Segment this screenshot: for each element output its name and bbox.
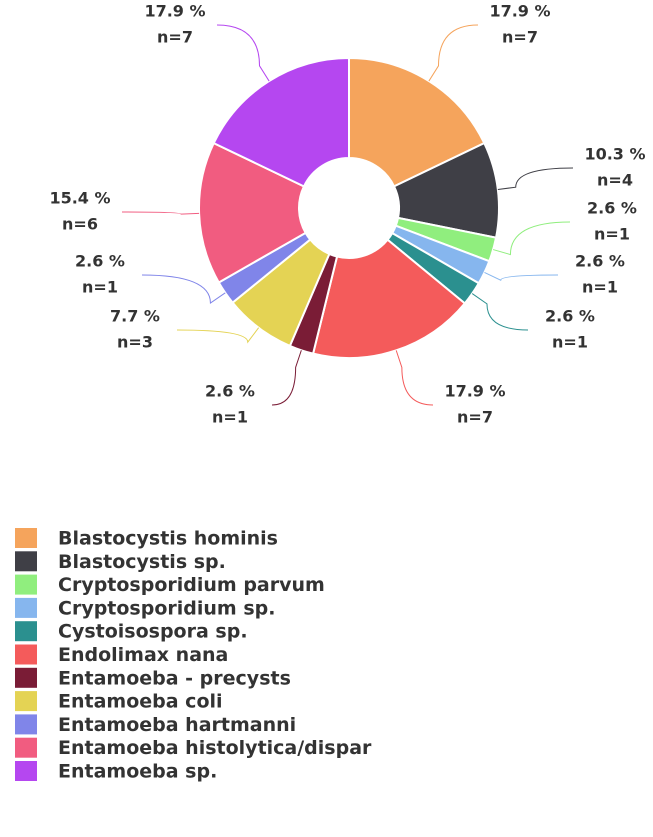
legend-label: Cryptosporidium sp. <box>58 597 275 619</box>
connector <box>471 293 529 331</box>
legend-swatch <box>15 574 37 595</box>
connector <box>176 327 260 344</box>
legend-swatch <box>15 667 37 688</box>
data-label: 2.6 % <box>75 252 125 271</box>
count-label: n=7 <box>457 408 493 427</box>
legend-swatch <box>15 761 37 781</box>
count-label: n=1 <box>594 225 630 244</box>
legend-swatch <box>15 714 37 735</box>
legend-swatch <box>15 597 37 618</box>
slice <box>212 56 350 188</box>
count-label: n=4 <box>597 171 633 190</box>
connector <box>395 350 434 406</box>
legend-swatch <box>15 644 37 665</box>
data-label: 2.6 % <box>575 252 625 271</box>
count-label: n=1 <box>552 333 588 352</box>
legend-swatch <box>15 691 37 712</box>
data-label: 15.4 % <box>49 189 110 208</box>
legend-label: Entamoeba histolytica/dispar <box>58 737 372 759</box>
legend-label: Blastocystis hominis <box>58 528 278 550</box>
connector <box>271 350 302 406</box>
connector <box>216 24 270 82</box>
count-label: n=6 <box>62 215 98 234</box>
connector <box>497 167 574 190</box>
legend-swatch <box>15 528 37 548</box>
count-label: n=7 <box>157 28 193 47</box>
count-label: n=3 <box>117 333 153 352</box>
legend-swatch <box>15 737 37 758</box>
legend-label: Cystoisospora sp. <box>58 621 248 643</box>
connector <box>428 24 479 82</box>
data-label: 17.9 % <box>444 382 505 401</box>
slice <box>198 141 307 284</box>
data-label: 17.9 % <box>489 2 550 21</box>
count-label: n=1 <box>212 408 248 427</box>
data-label: 2.6 % <box>205 382 255 401</box>
legend-label: Entamoeba hartmanni <box>58 714 296 736</box>
slice <box>311 238 467 359</box>
connector <box>492 221 571 256</box>
connector <box>141 274 226 304</box>
legend-label: Cryptosporidium parvum <box>58 574 325 596</box>
connector <box>484 271 559 281</box>
data-label: 10.3 % <box>584 145 645 164</box>
legend-swatch <box>15 551 37 572</box>
data-label: 2.6 % <box>545 307 595 326</box>
slice <box>348 56 486 188</box>
count-label: n=1 <box>582 278 618 297</box>
count-label: n=1 <box>82 278 118 297</box>
legend-label: Entamoeba coli <box>58 691 223 713</box>
legend-label: Blastocystis sp. <box>58 551 226 573</box>
legend-label: Entamoeba - precysts <box>58 667 291 689</box>
legend-label: Endolimax nana <box>58 644 228 666</box>
connector <box>121 211 200 215</box>
data-label: 17.9 % <box>144 2 205 21</box>
data-label: 2.6 % <box>587 199 637 218</box>
legend-swatch <box>15 621 37 642</box>
data-label: 7.7 % <box>110 307 160 326</box>
count-label: n=7 <box>502 28 538 47</box>
legend-label: Entamoeba sp. <box>58 761 217 783</box>
